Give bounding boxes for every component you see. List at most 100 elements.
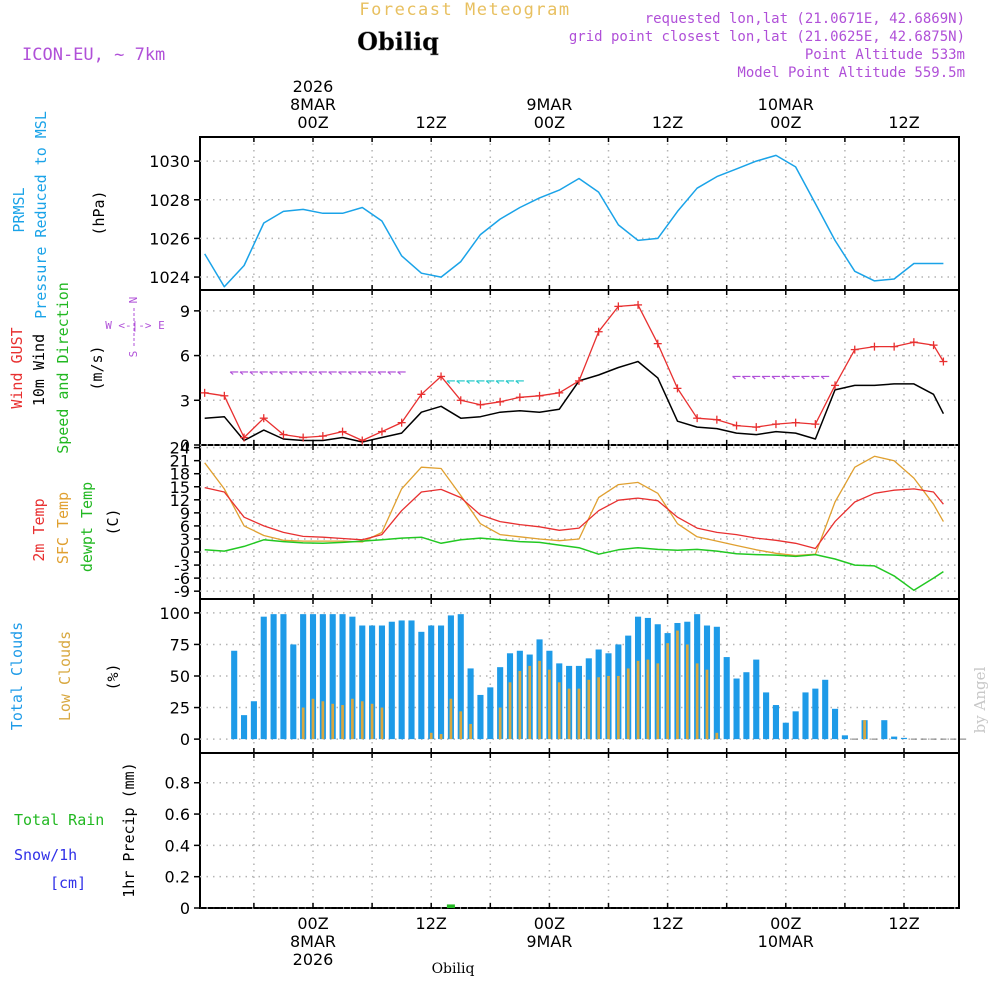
total-cloud-bar xyxy=(300,614,307,740)
low-cloud-bar xyxy=(567,688,571,740)
model-label: ICON-EU, ~ 7km xyxy=(22,45,165,65)
wind-gust-marker xyxy=(614,302,623,311)
y-tick-label: 0 xyxy=(180,899,190,918)
low-cloud-bar xyxy=(557,682,561,740)
wind-direction-arrow-head xyxy=(466,380,470,384)
wind-gust-marker xyxy=(515,393,524,402)
clouds-unit: (%) xyxy=(104,663,122,690)
low-cloud-bar xyxy=(705,669,709,740)
total-cloud-bar xyxy=(290,644,297,740)
compass-south: S xyxy=(127,351,140,358)
low-cloud-bar xyxy=(360,701,364,740)
total-cloud-bar xyxy=(831,708,839,740)
total-cloud-bar xyxy=(802,692,809,740)
temp-label-2m: 2m Temp xyxy=(30,498,48,561)
precip-label-rain: Total Rain xyxy=(14,811,104,829)
temp-label-dewpt: dewpt Temp xyxy=(78,482,96,572)
total-cloud-bar xyxy=(723,657,730,740)
total-cloud-bar xyxy=(881,720,888,740)
low-cloud-bar xyxy=(656,663,660,740)
total-cloud-bar xyxy=(733,678,740,740)
time-label-top: 12Z xyxy=(652,113,683,132)
low-cloud-bar xyxy=(449,698,453,740)
wind-direction-arrow-head xyxy=(495,380,500,384)
total-cloud-bar xyxy=(457,614,464,740)
wind-gust-marker xyxy=(653,339,662,348)
time-label-top: 2026 xyxy=(293,77,334,96)
time-label-top: 10MAR xyxy=(758,95,814,114)
total-cloud-bar xyxy=(822,679,829,740)
requested-coords: requested lon,lat (21.0671E, 42.6869N) xyxy=(645,11,965,27)
low-cloud-bar xyxy=(607,676,610,740)
wind-unit: (m/s) xyxy=(88,345,106,390)
wind-gust-marker xyxy=(279,430,288,439)
y-tick-label: 1030 xyxy=(149,152,190,171)
low-cloud-bar xyxy=(597,677,600,740)
wind-label-gust: Wind GUST xyxy=(8,327,26,408)
wind-direction-arrow-head xyxy=(742,375,746,380)
wind-gust-marker xyxy=(437,372,446,381)
y-tick-label: 0.8 xyxy=(165,774,190,793)
precip-label-snow: Snow/1h xyxy=(14,846,77,864)
low-cloud-bar xyxy=(341,705,344,740)
wind-gust-marker xyxy=(634,300,643,309)
total-cloud-bar xyxy=(280,614,287,740)
low-cloud-bar xyxy=(695,663,699,740)
low-cloud-bar xyxy=(636,660,640,740)
low-cloud-bar xyxy=(351,698,354,740)
low-cloud-bar xyxy=(331,703,335,740)
low-cloud-bar xyxy=(617,676,620,740)
watermark: by Angel xyxy=(971,666,989,733)
wind-direction-arrow-head xyxy=(239,371,244,375)
precip-label-cm: [cm] xyxy=(50,874,86,892)
wind-gust-marker xyxy=(850,345,859,354)
total-cloud-bar xyxy=(388,621,395,740)
wind-direction-arrow-head xyxy=(387,371,392,375)
wind-gust-marker xyxy=(811,420,820,429)
low-cloud-bar xyxy=(380,707,384,740)
low-cloud-bar xyxy=(370,703,374,740)
total-cloud-bar xyxy=(359,625,366,740)
total-cloud-bar xyxy=(812,688,819,740)
low-cloud-bar xyxy=(518,670,522,740)
y-tick-label: 15 xyxy=(170,478,190,497)
total-cloud-bar xyxy=(437,625,445,740)
footer-location: Obiliq xyxy=(432,961,475,977)
total-cloud-bar xyxy=(418,631,425,740)
total-cloud-bar xyxy=(841,735,848,740)
wind-gust-marker xyxy=(673,384,682,393)
wind-gust-marker xyxy=(358,436,367,445)
pressure-label-prmsl: PRMSL xyxy=(10,187,28,232)
total-cloud-bar xyxy=(487,687,494,740)
total-cloud-bar xyxy=(900,737,908,740)
y-tick-label: 0 xyxy=(180,730,190,749)
total-cloud-bar xyxy=(250,701,257,740)
total-cloud-bar xyxy=(349,616,356,740)
total-cloud-bar xyxy=(743,672,750,740)
wind-gust-marker xyxy=(200,388,209,397)
y-tick-label: 6 xyxy=(180,347,190,366)
wind-gust-marker xyxy=(220,391,229,400)
wind-direction-arrow-head xyxy=(515,380,520,384)
time-label-bottom: 2026 xyxy=(293,950,334,969)
time-label-bottom: 00Z xyxy=(297,914,328,933)
wind-label-10m: 10m Wind xyxy=(30,334,48,406)
dewpt-temp-line xyxy=(204,536,944,592)
total-cloud-bar xyxy=(319,614,326,740)
time-label-bottom: 00Z xyxy=(534,914,565,933)
wind-direction-arrow-head xyxy=(348,371,352,375)
total-cloud-bar xyxy=(467,668,474,740)
wind-gust-marker xyxy=(456,396,465,405)
time-label-top: 9MAR xyxy=(526,95,572,114)
wind-gust-marker xyxy=(574,376,583,385)
wind-direction-arrow-head xyxy=(732,375,736,380)
wind-gust-marker xyxy=(732,421,741,430)
2m-temp-line xyxy=(204,486,944,550)
precip-panel xyxy=(199,752,960,909)
total-cloud-bar xyxy=(398,620,405,740)
y-tick-label: -9 xyxy=(174,582,190,601)
wind-direction-arrow-head xyxy=(801,375,805,380)
low-cloud-bar xyxy=(508,682,512,740)
wind-gust-marker xyxy=(417,390,426,399)
wind-gust-marker xyxy=(338,427,347,436)
